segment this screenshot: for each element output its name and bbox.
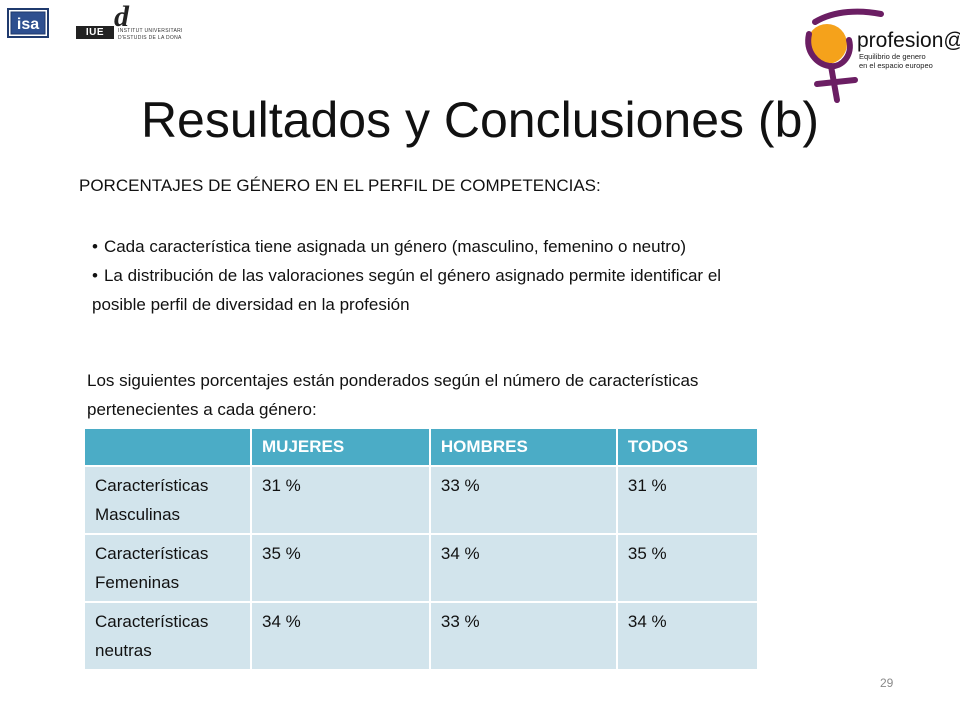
row-label: Características neutras (83, 601, 252, 671)
table-cell: 35 % (615, 533, 760, 603)
table-row: Características Masculinas 31 % 33 % 31 … (83, 465, 760, 535)
table-cell: 34 % (250, 601, 431, 671)
profesional-subtitle-1: Equilibrio de genero (859, 52, 926, 61)
table-cell: 34 % (615, 601, 760, 671)
bullet-list: Cada característica tiene asignada un gé… (92, 232, 772, 319)
table-cell: 31 % (615, 465, 760, 535)
table-row: Características neutras 34 % 33 % 34 % (83, 601, 760, 671)
header-cell-mujeres: MUJERES (250, 427, 431, 467)
results-table: MUJERES HOMBRES TODOS Características Ma… (83, 427, 760, 671)
bullet-item: La distribución de las valoraciones segú… (92, 261, 772, 319)
isa-logo-text: isa (17, 16, 39, 33)
isa-logo: isa (6, 6, 52, 40)
row-label: Características Femeninas (83, 533, 252, 603)
page-number: 29 (880, 676, 894, 690)
weighting-note: Los siguientes porcentajes están pondera… (87, 371, 699, 419)
table-cell: 35 % (250, 533, 431, 603)
iue-letter: d (114, 0, 129, 33)
table-header-row: MUJERES HOMBRES TODOS (83, 427, 760, 467)
header-cell-empty (83, 427, 252, 467)
table-cell: 31 % (250, 465, 431, 535)
table-row: Características Femeninas 35 % 34 % 35 % (83, 533, 760, 603)
header-cell-hombres: HOMBRES (428, 427, 618, 467)
slide-title: Resultados y Conclusiones (b) (140, 92, 820, 148)
row-label: Características Masculinas (83, 465, 252, 535)
profesional-subtitle-2: en el espacio europeo (859, 61, 933, 70)
iue-line-1: INSTITUT UNIVERSITARI (118, 28, 183, 34)
table-cell: 33 % (428, 601, 618, 671)
iue-badge: IUE (76, 26, 114, 39)
profesional-logo: profesion@l Equilibrio de genero en el e… (795, 4, 960, 104)
header-cell-todos: TODOS (615, 427, 760, 467)
bullet-item: Cada característica tiene asignada un gé… (92, 232, 772, 261)
section-heading: PORCENTAJES DE GÉNERO EN EL PERFIL DE CO… (79, 176, 601, 195)
iue-line-2: D'ESTUDIS DE LA DONA (118, 35, 182, 41)
venus-symbol-icon (805, 8, 884, 103)
iue-logo: IUE d INSTITUT UNIVERSITARI D'ESTUDIS DE… (76, 0, 206, 44)
profesional-wordmark: profesion@l (857, 29, 960, 52)
table-cell: 33 % (428, 465, 618, 535)
table-cell: 34 % (428, 533, 618, 603)
